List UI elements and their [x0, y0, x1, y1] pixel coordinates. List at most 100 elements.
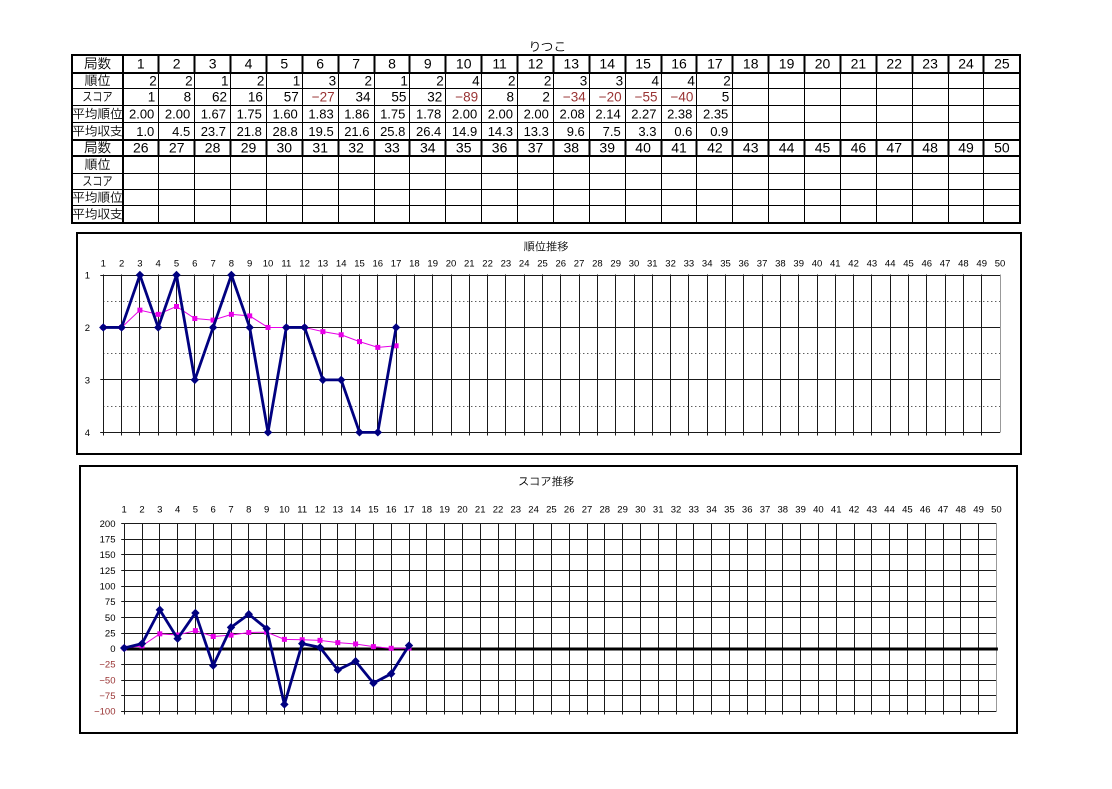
svg-text:1.83: 1.83	[308, 107, 333, 122]
svg-text:14.3: 14.3	[488, 124, 513, 139]
svg-text:44: 44	[885, 259, 896, 270]
svg-text:45: 45	[903, 259, 914, 270]
svg-text:4: 4	[651, 73, 659, 88]
svg-text:13: 13	[318, 259, 329, 270]
svg-text:22: 22	[886, 56, 902, 72]
svg-text:−75: −75	[99, 691, 115, 702]
svg-text:2.00: 2.00	[129, 107, 154, 122]
svg-text:−100: −100	[94, 707, 115, 718]
svg-text:4: 4	[245, 56, 253, 72]
svg-text:3: 3	[329, 73, 337, 88]
svg-text:29: 29	[617, 505, 628, 516]
svg-text:26: 26	[133, 140, 149, 156]
svg-text:23: 23	[922, 56, 938, 72]
svg-text:5: 5	[722, 90, 730, 105]
svg-text:3: 3	[209, 56, 217, 72]
svg-text:4: 4	[85, 428, 90, 439]
svg-text:3.3: 3.3	[638, 124, 656, 139]
svg-text:1.75: 1.75	[380, 107, 405, 122]
svg-text:14.9: 14.9	[452, 124, 477, 139]
svg-text:5: 5	[174, 259, 179, 270]
svg-text:2.00: 2.00	[488, 107, 513, 122]
svg-text:21: 21	[851, 56, 867, 72]
svg-text:32: 32	[665, 259, 676, 270]
svg-text:47: 47	[940, 259, 951, 270]
svg-text:17: 17	[707, 56, 723, 72]
svg-text:48: 48	[956, 505, 967, 516]
svg-text:25: 25	[105, 628, 116, 639]
svg-text:33: 33	[689, 505, 700, 516]
svg-text:32: 32	[427, 90, 442, 105]
svg-text:48: 48	[922, 140, 938, 156]
svg-text:43: 43	[867, 505, 878, 516]
svg-text:7: 7	[228, 505, 233, 516]
svg-text:46: 46	[922, 259, 933, 270]
svg-text:15: 15	[354, 259, 365, 270]
svg-text:11: 11	[297, 505, 307, 516]
svg-text:1: 1	[137, 56, 145, 72]
svg-text:11: 11	[492, 56, 507, 72]
svg-text:1: 1	[148, 90, 156, 105]
svg-text:48: 48	[958, 259, 969, 270]
svg-text:18: 18	[743, 56, 759, 72]
svg-text:22: 22	[493, 505, 504, 516]
svg-text:75: 75	[105, 597, 116, 608]
svg-text:36: 36	[492, 140, 508, 156]
svg-text:13.3: 13.3	[524, 124, 549, 139]
svg-text:38: 38	[775, 259, 786, 270]
svg-text:1.60: 1.60	[272, 107, 297, 122]
svg-text:1: 1	[221, 73, 229, 88]
svg-text:1: 1	[293, 73, 301, 88]
svg-text:28: 28	[205, 140, 221, 156]
svg-text:21.6: 21.6	[344, 124, 369, 139]
svg-text:26.4: 26.4	[416, 124, 441, 139]
svg-text:−40: −40	[670, 90, 693, 105]
svg-text:1: 1	[122, 505, 127, 516]
svg-text:25.8: 25.8	[380, 124, 405, 139]
svg-text:1: 1	[400, 73, 408, 88]
svg-text:28.8: 28.8	[272, 124, 297, 139]
svg-text:10: 10	[456, 56, 472, 72]
svg-text:5: 5	[280, 56, 288, 72]
svg-text:37: 37	[757, 259, 768, 270]
svg-text:3: 3	[580, 73, 588, 88]
svg-text:9.6: 9.6	[567, 124, 585, 139]
svg-text:23: 23	[501, 259, 512, 270]
svg-text:15: 15	[635, 56, 651, 72]
svg-text:3: 3	[616, 73, 624, 88]
svg-text:39: 39	[599, 140, 615, 156]
svg-text:31: 31	[653, 505, 664, 516]
svg-text:16: 16	[386, 505, 397, 516]
svg-text:34: 34	[420, 140, 436, 156]
svg-text:40: 40	[813, 505, 824, 516]
svg-text:2: 2	[544, 73, 552, 88]
svg-text:1.78: 1.78	[416, 107, 441, 122]
svg-text:26: 26	[564, 505, 575, 516]
svg-text:13: 13	[564, 56, 580, 72]
svg-text:25: 25	[546, 505, 557, 516]
svg-text:4.5: 4.5	[172, 124, 190, 139]
svg-text:2: 2	[139, 505, 144, 516]
svg-text:18: 18	[422, 505, 433, 516]
svg-text:14: 14	[599, 56, 615, 72]
svg-text:39: 39	[793, 259, 804, 270]
svg-text:2: 2	[436, 73, 444, 88]
svg-text:100: 100	[100, 581, 116, 592]
svg-text:41: 41	[671, 140, 687, 156]
svg-text:17: 17	[404, 505, 415, 516]
svg-text:200: 200	[100, 519, 116, 530]
svg-text:35: 35	[724, 505, 735, 516]
svg-text:1.67: 1.67	[201, 107, 226, 122]
svg-text:24: 24	[958, 56, 974, 72]
svg-text:0.9: 0.9	[710, 124, 728, 139]
svg-text:28: 28	[600, 505, 611, 516]
svg-text:16: 16	[373, 259, 384, 270]
svg-text:20: 20	[446, 259, 457, 270]
svg-text:25: 25	[537, 259, 548, 270]
svg-text:0.6: 0.6	[674, 124, 692, 139]
svg-text:175: 175	[100, 535, 116, 546]
svg-text:24: 24	[528, 505, 539, 516]
svg-text:17: 17	[391, 259, 402, 270]
svg-text:27: 27	[582, 505, 593, 516]
svg-text:3: 3	[137, 259, 142, 270]
